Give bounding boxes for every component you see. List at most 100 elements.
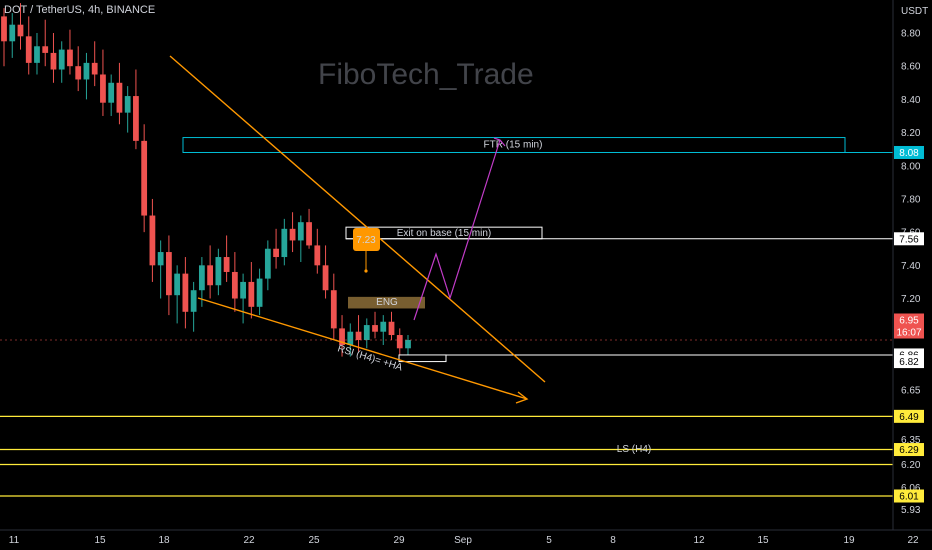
candle <box>58 41 65 83</box>
candle-body <box>322 265 329 291</box>
candles-layer <box>1 3 411 357</box>
candle-body <box>1 16 7 42</box>
price-tick-label: 8.40 <box>901 95 921 106</box>
candle-body <box>25 36 32 63</box>
price-axis-badge-text: 6.49 <box>899 412 919 423</box>
symbol-header[interactable]: DOT / TetherUS, 4h, BINANCE <box>4 4 156 16</box>
candle <box>190 281 197 332</box>
price-tick-label: 8.80 <box>901 29 921 40</box>
candle-body <box>306 222 312 246</box>
price-axis-badge-bg <box>894 313 924 327</box>
candle-body <box>34 46 40 63</box>
candle <box>289 212 296 253</box>
price-axis-badge-text: 6.29 <box>899 445 919 456</box>
price-axis-badge[interactable]: 6.49 <box>894 409 924 423</box>
price-axis-badge-text: 8.08 <box>899 148 919 159</box>
price-tick-label: 8.00 <box>901 161 921 172</box>
engulfing-label: ENG <box>376 297 398 308</box>
time-tick-label: Sep <box>454 535 472 546</box>
candle <box>306 208 312 249</box>
price-axis-badge[interactable]: 16:07 <box>894 325 924 339</box>
price-tick-label: 7.20 <box>901 294 921 305</box>
candle-body <box>116 82 123 113</box>
arrowhead-icon <box>515 391 529 404</box>
candle-body <box>240 281 246 299</box>
candle-body <box>297 222 304 241</box>
price-tick-label: 6.06 <box>901 483 921 494</box>
price-axis-badge[interactable]: 8.08 <box>894 145 924 159</box>
candle-body <box>91 62 98 75</box>
candle-body <box>17 24 24 37</box>
candle <box>67 29 73 75</box>
price-axis-badge-bg <box>894 145 924 159</box>
candle <box>25 16 32 75</box>
candle <box>322 245 329 299</box>
candle-body <box>289 228 296 241</box>
candle <box>166 235 172 316</box>
price-callout-label: 7.23 <box>356 235 376 246</box>
candle <box>231 252 238 312</box>
candle <box>1 8 7 67</box>
candle <box>174 265 181 324</box>
time-tick-label: 15 <box>757 535 769 546</box>
candle-body <box>67 49 73 67</box>
candle <box>405 335 411 355</box>
price-callout-box[interactable] <box>353 228 380 251</box>
candle-body <box>108 82 115 103</box>
candle <box>223 235 230 282</box>
candle-body <box>372 325 378 332</box>
demand-zone-box[interactable] <box>398 354 447 363</box>
candle-body <box>281 228 288 258</box>
candle <box>182 257 189 329</box>
lower-trendline[interactable] <box>197 297 528 400</box>
price-axis-unit: USDT <box>901 6 929 17</box>
engulfing-box[interactable] <box>348 296 425 309</box>
price-tick-label: 8.60 <box>901 62 921 73</box>
candle <box>116 62 123 125</box>
candle-body <box>166 252 172 296</box>
candle <box>297 215 304 263</box>
ls-label: LS (H4) <box>617 444 651 455</box>
watermark: FiboTech_Trade <box>318 58 534 91</box>
price-axis-badge[interactable]: 6.82 <box>894 355 924 369</box>
price-tick-label: 7.40 <box>901 261 921 272</box>
candle <box>281 218 288 266</box>
price-tick-label: 6.65 <box>901 385 921 396</box>
candle <box>380 315 387 345</box>
candle <box>124 86 131 133</box>
descending-trendline[interactable] <box>169 55 546 383</box>
candle <box>264 240 271 291</box>
candle <box>108 74 115 116</box>
time-tick-label: 22 <box>243 535 255 546</box>
time-tick-label: 15 <box>94 535 106 546</box>
candle-body <box>141 140 148 216</box>
candle <box>207 245 214 299</box>
candle-body <box>182 273 189 312</box>
candle-body <box>75 66 82 80</box>
candle-body <box>198 265 205 291</box>
candle <box>83 52 90 100</box>
candle-body <box>355 331 362 341</box>
price-axis-badge-bg <box>894 489 924 503</box>
price-axis-badge[interactable]: 6.01 <box>894 489 924 503</box>
candle-body <box>215 257 222 286</box>
price-axis-badge[interactable]: 6.95 <box>894 313 924 327</box>
candle-body <box>83 62 90 80</box>
candle-body <box>174 273 181 296</box>
candle <box>355 315 362 352</box>
candle <box>133 69 139 150</box>
price-tick-label: 8.20 <box>901 128 921 139</box>
ftr-zone-label: FTR (15 min) <box>484 140 543 151</box>
price-axis-badge-bg <box>894 355 924 369</box>
candle-body <box>248 281 255 307</box>
price-axis-badge[interactable]: 6.29 <box>894 443 924 457</box>
candle <box>273 228 279 269</box>
projection-path[interactable] <box>413 139 501 321</box>
candle <box>91 41 98 87</box>
candle-body <box>264 248 271 279</box>
price-axis-badge[interactable]: 7.56 <box>894 232 924 246</box>
time-axis[interactable]: 11 15 18 22 25 29 Sep 5 8 12 15 19 22 <box>9 535 919 546</box>
time-tick-label: 29 <box>393 535 405 546</box>
